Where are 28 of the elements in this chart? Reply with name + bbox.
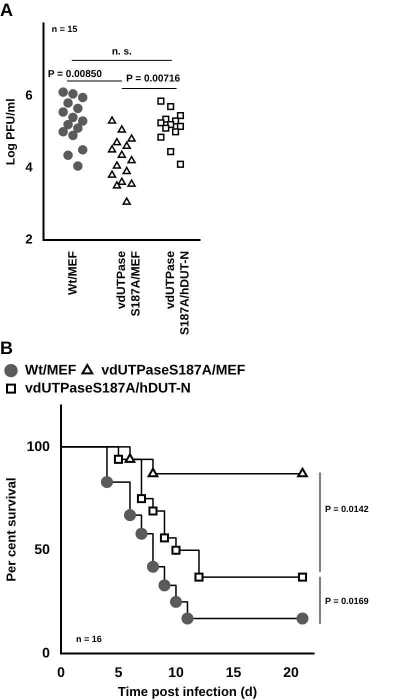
legend-label: vdUTPaseS187A/hDUT-N <box>25 379 191 396</box>
x-axis-title: Time post infection (d) <box>118 684 258 699</box>
text: P = 0.0142 <box>325 504 369 514</box>
x-tick-label: 10 <box>168 664 184 680</box>
y-tick-label: 2 <box>25 232 33 247</box>
annotation: n = 16 <box>76 634 102 644</box>
legend-label: Wt/MEF <box>25 361 77 378</box>
y-tick-label: 4 <box>25 159 34 174</box>
x-tick-label: 5 <box>114 664 123 680</box>
annotation: n. s. <box>112 46 132 58</box>
y-tick-label: 50 <box>34 541 50 558</box>
annotation: P = 0.00850 <box>48 69 102 80</box>
chart-title: B <box>0 338 13 358</box>
x-tick-label: 0 <box>57 664 66 680</box>
x-tick-label: 20 <box>283 664 299 680</box>
legend-label: vdUTPaseS187A/MEF <box>101 361 246 378</box>
y-tick-label: 0 <box>42 644 50 660</box>
y-tick-label: 6 <box>25 87 33 102</box>
annotation: P = 0.00716 <box>126 74 181 85</box>
text: P = 0.0169 <box>325 596 369 606</box>
y-axis-title: Per cent survival <box>3 478 18 582</box>
x-tick-label: Wt/MEF <box>65 250 80 295</box>
x-tick-label: 15 <box>226 664 242 680</box>
y-axis-title: Log PFU/ml <box>4 98 18 166</box>
chart-title: A <box>0 0 13 20</box>
x-tick-label: vdUTPase S187A/MEF <box>114 250 143 316</box>
y-tick-label: 100 <box>26 438 50 454</box>
annotation: n = 15 <box>52 24 78 34</box>
